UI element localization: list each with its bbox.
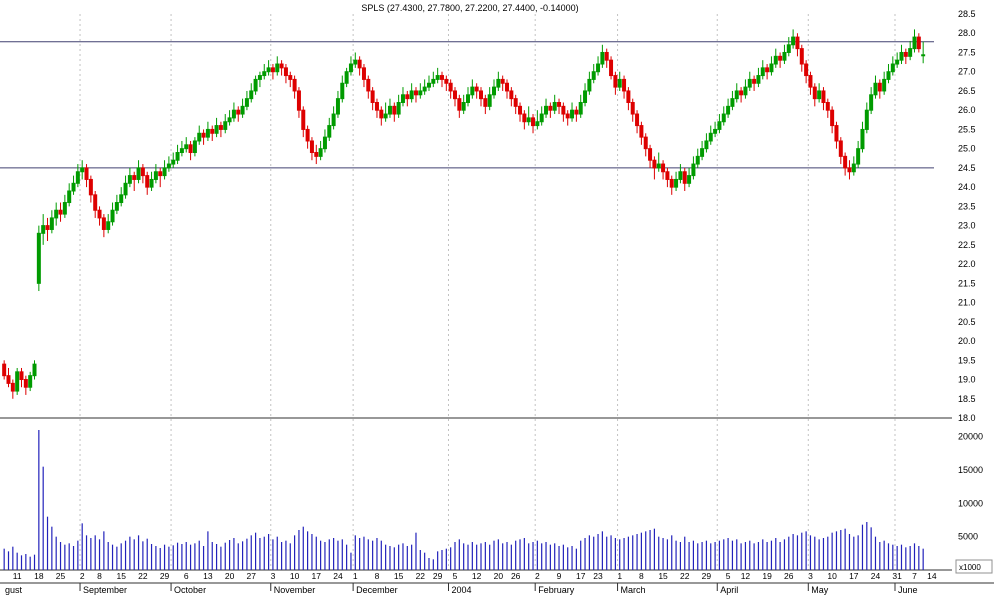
svg-text:15000: 15000	[958, 465, 983, 475]
candlestick-series	[2, 29, 926, 399]
svg-text:5000: 5000	[958, 532, 978, 542]
svg-text:11: 11	[13, 571, 22, 581]
svg-text:28.0: 28.0	[958, 28, 976, 38]
svg-text:31: 31	[892, 571, 902, 581]
svg-text:2004: 2004	[451, 585, 471, 595]
svg-text:20: 20	[494, 571, 504, 581]
svg-text:May: May	[811, 585, 829, 595]
svg-text:22.5: 22.5	[958, 240, 976, 250]
svg-text:24.0: 24.0	[958, 182, 976, 192]
month-gridlines	[79, 14, 896, 570]
svg-text:27.5: 27.5	[958, 47, 976, 57]
svg-text:22: 22	[680, 571, 690, 581]
svg-text:26: 26	[511, 571, 521, 581]
svg-text:20.5: 20.5	[958, 317, 976, 327]
svg-text:17: 17	[849, 571, 859, 581]
svg-text:1: 1	[617, 571, 622, 581]
svg-text:24: 24	[871, 571, 881, 581]
svg-text:25.0: 25.0	[958, 144, 976, 154]
svg-text:15: 15	[658, 571, 668, 581]
svg-text:23.5: 23.5	[958, 201, 976, 211]
svg-text:6: 6	[184, 571, 189, 581]
volume-unit-label: x1000	[955, 559, 993, 574]
svg-text:8: 8	[97, 571, 102, 581]
svg-text:23.0: 23.0	[958, 221, 976, 231]
svg-text:22: 22	[138, 571, 148, 581]
svg-text:29: 29	[702, 571, 712, 581]
svg-text:1: 1	[353, 571, 358, 581]
svg-text:17: 17	[312, 571, 322, 581]
svg-text:5: 5	[726, 571, 731, 581]
svg-text:23: 23	[593, 571, 603, 581]
reference-lines	[0, 41, 934, 169]
svg-text:October: October	[174, 585, 206, 595]
svg-text:28.5: 28.5	[958, 9, 976, 19]
svg-text:22.0: 22.0	[958, 259, 976, 269]
svg-text:March: March	[621, 585, 646, 595]
svg-text:24: 24	[333, 571, 343, 581]
svg-text:27.0: 27.0	[958, 67, 976, 77]
svg-text:15: 15	[116, 571, 126, 581]
svg-text:3: 3	[271, 571, 276, 581]
svg-text:April: April	[720, 585, 738, 595]
svg-text:7: 7	[912, 571, 917, 581]
svg-text:14: 14	[927, 571, 937, 581]
svg-text:June: June	[898, 585, 918, 595]
svg-text:27: 27	[247, 571, 257, 581]
svg-text:21.5: 21.5	[958, 278, 976, 288]
svg-text:8: 8	[639, 571, 644, 581]
svg-text:13: 13	[203, 571, 213, 581]
price-axis-labels: 28.5 28.0 27.5 27.0 26.5 26.0 25.5 25.0 24.5 24.0…	[958, 9, 976, 423]
svg-text:September: September	[83, 585, 127, 595]
svg-text:12: 12	[472, 571, 482, 581]
svg-text:9: 9	[557, 571, 562, 581]
svg-text:17: 17	[576, 571, 586, 581]
svg-text:5: 5	[453, 571, 458, 581]
svg-text:19: 19	[762, 571, 772, 581]
svg-text:19.0: 19.0	[958, 375, 976, 385]
svg-text:x1000: x1000	[959, 563, 981, 572]
month-axis-labels: gust September October November December 2004…	[5, 585, 918, 595]
svg-text:10: 10	[827, 571, 837, 581]
chart-title: SPLS (27.4300, 27.7800, 27.2200, 27.4400…	[361, 3, 579, 13]
svg-text:20000: 20000	[958, 432, 983, 442]
svg-text:15: 15	[394, 571, 404, 581]
svg-text:8: 8	[375, 571, 380, 581]
svg-text:February: February	[538, 585, 575, 595]
date-axis-labels: 11 18 25 2 8 15 22 29 6 13 20 27 3 10 17 24 1 8 15 22 29 5 12 2…	[13, 571, 937, 581]
svg-text:21.0: 21.0	[958, 298, 976, 308]
svg-text:29: 29	[160, 571, 170, 581]
svg-text:26: 26	[784, 571, 794, 581]
svg-text:18.5: 18.5	[958, 394, 976, 404]
svg-text:18.0: 18.0	[958, 413, 976, 423]
svg-text:29: 29	[433, 571, 443, 581]
svg-text:25: 25	[56, 571, 66, 581]
volume-bars	[3, 430, 924, 570]
svg-text:20: 20	[225, 571, 235, 581]
svg-text:24.5: 24.5	[958, 163, 976, 173]
svg-text:November: November	[274, 585, 316, 595]
svg-text:25.5: 25.5	[958, 124, 976, 134]
svg-text:gust: gust	[5, 585, 23, 595]
svg-text:12: 12	[741, 571, 751, 581]
svg-text:2: 2	[80, 571, 85, 581]
svg-text:22: 22	[416, 571, 426, 581]
svg-text:20.0: 20.0	[958, 336, 976, 346]
svg-text:3: 3	[808, 571, 813, 581]
svg-text:10: 10	[290, 571, 300, 581]
svg-text:December: December	[356, 585, 398, 595]
volume-axis-labels: 20000 15000 10000 5000	[958, 432, 983, 542]
svg-text:10000: 10000	[958, 498, 983, 508]
svg-text:19.5: 19.5	[958, 355, 976, 365]
svg-text:26.5: 26.5	[958, 86, 976, 96]
svg-text:26.0: 26.0	[958, 105, 976, 115]
svg-text:2: 2	[535, 571, 540, 581]
svg-text:18: 18	[34, 571, 44, 581]
